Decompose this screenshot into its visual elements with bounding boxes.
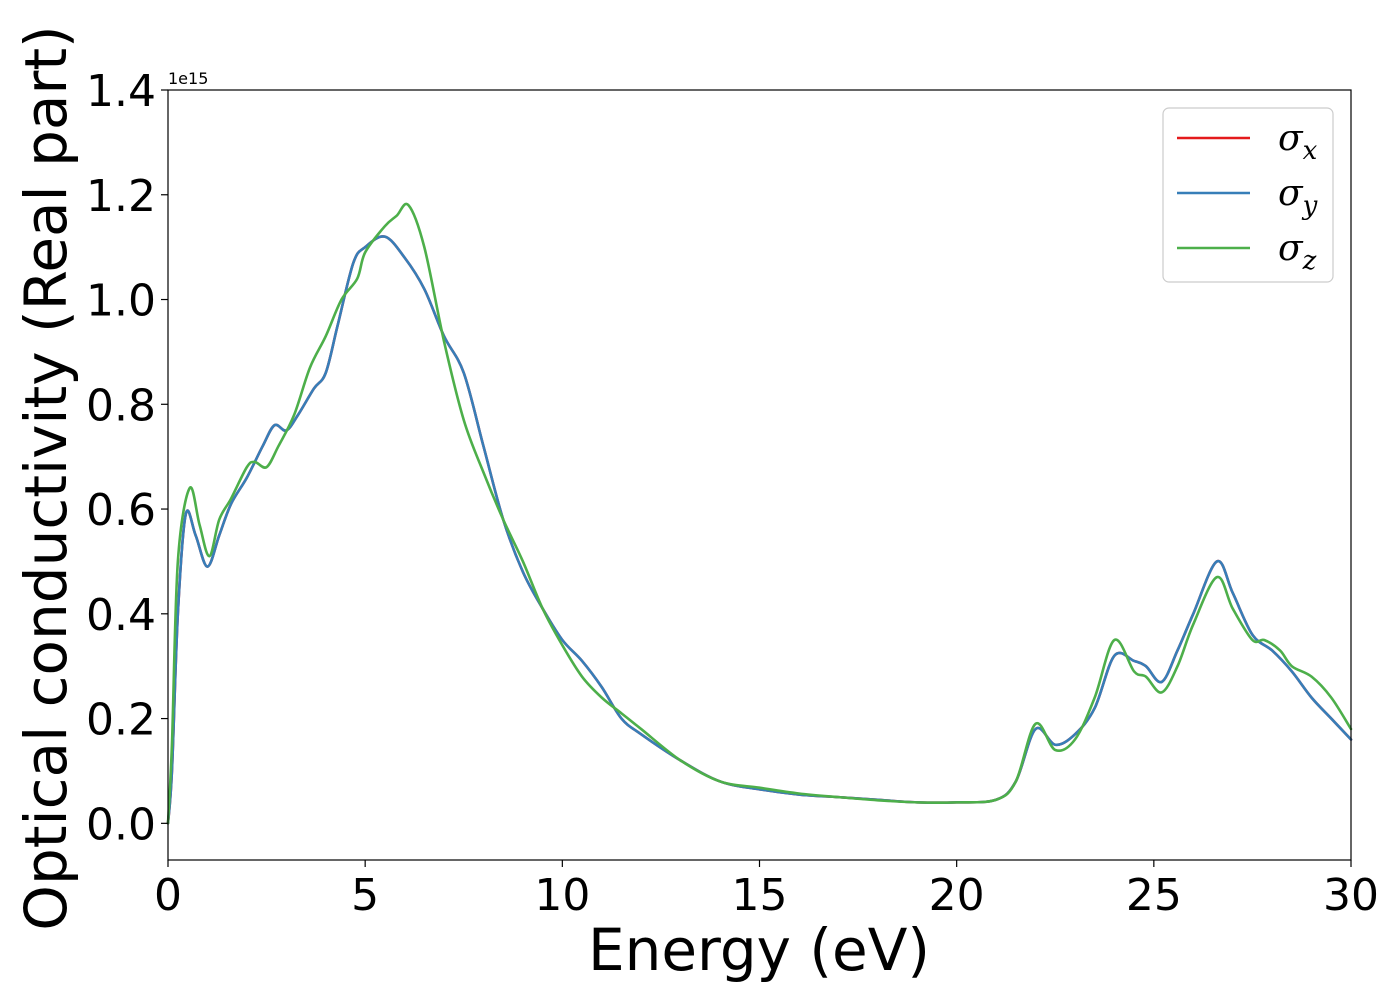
x-axis: 0 5 10 15 20 25 30 [154, 860, 1379, 921]
x-tick-label: 10 [534, 870, 590, 921]
y-tick-label: 0.0 [86, 799, 156, 850]
y-tick-label: 1.4 [86, 66, 156, 117]
x-tick-label: 30 [1323, 870, 1379, 921]
series-layer [166, 202, 1353, 825]
y-tick-label: 1.0 [86, 276, 156, 327]
x-tick-label: 5 [351, 870, 379, 921]
legend-box [1162, 107, 1334, 283]
x-tick-label: 0 [154, 870, 182, 921]
x-tick-label: 25 [1126, 870, 1182, 921]
legend-label-x: σx [1278, 118, 1318, 166]
y-tick-label: 0.2 [86, 695, 156, 746]
series-line-z [166, 202, 1353, 825]
plot-area [168, 90, 1351, 860]
x-tick-label: 15 [732, 870, 788, 921]
y-tick-label: 1.2 [86, 171, 156, 222]
y-offset-text: 1e15 [168, 69, 208, 88]
y-tick-label: 0.8 [86, 380, 156, 431]
y-axis-title: Optical conductivity (Real part) [12, 25, 80, 930]
x-tick-label: 20 [929, 870, 985, 921]
y-axis: 0.0 0.2 0.4 0.6 0.8 1.0 1.2 1.4 [86, 66, 168, 850]
y-tick-label: 0.6 [86, 485, 156, 536]
y-tick-label: 0.4 [86, 590, 156, 641]
legend: σx σy σz [1162, 107, 1334, 283]
legend-label-z: σz [1278, 228, 1317, 276]
legend-label-y: σy [1278, 173, 1318, 221]
x-axis-title: Energy (eV) [588, 916, 930, 984]
series-line-y [166, 235, 1353, 825]
